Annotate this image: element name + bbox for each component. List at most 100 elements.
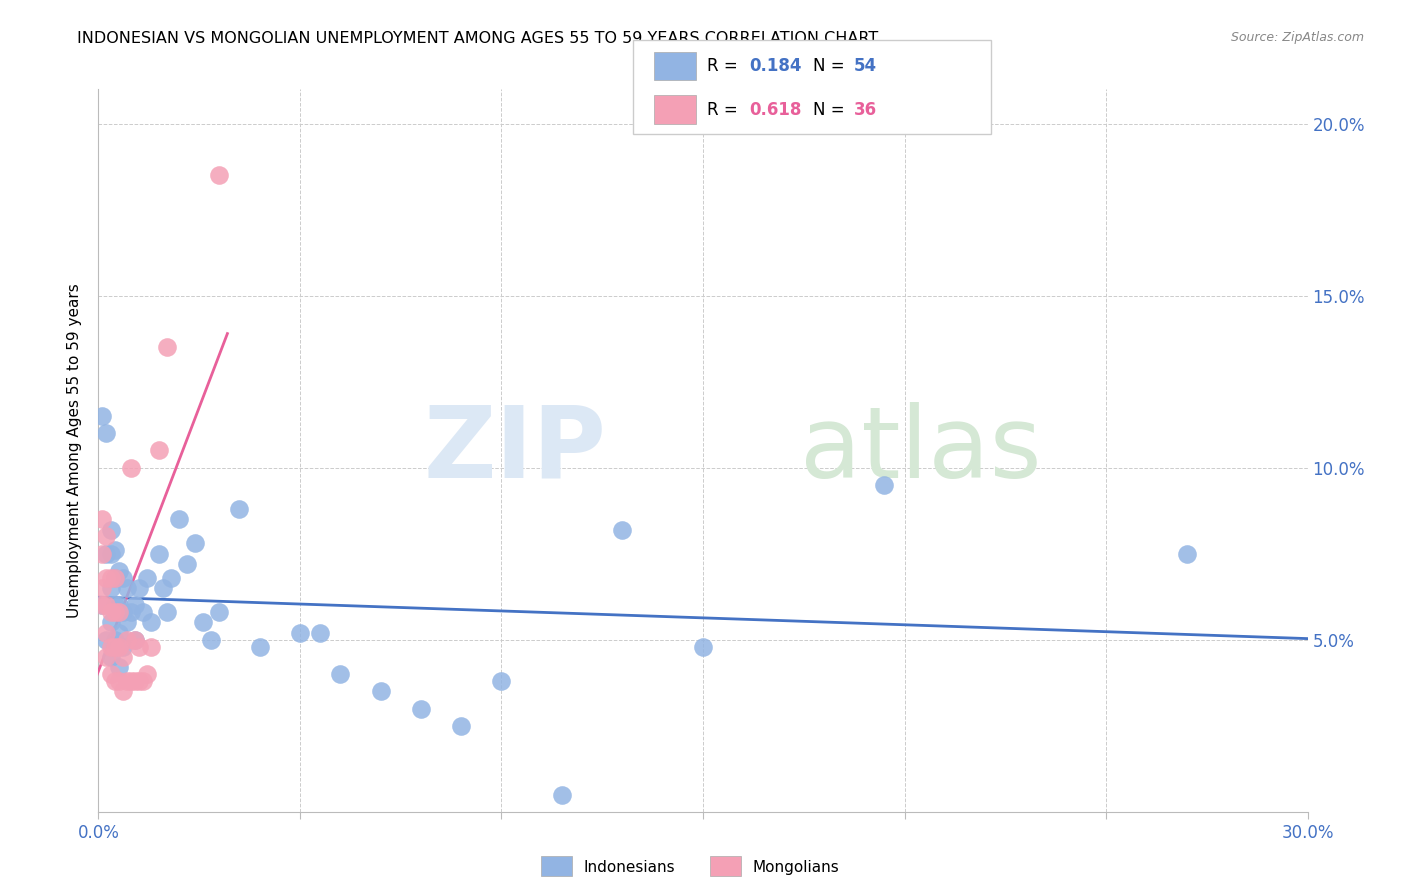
Point <box>100 667 122 681</box>
Y-axis label: Unemployment Among Ages 55 to 59 years: Unemployment Among Ages 55 to 59 years <box>67 283 83 618</box>
Point <box>128 581 150 595</box>
Point <box>450 719 472 733</box>
Point <box>100 640 122 654</box>
Text: R =: R = <box>707 101 744 119</box>
Point <box>107 605 129 619</box>
Point <box>124 673 146 688</box>
Point <box>111 684 134 698</box>
Text: 0.184: 0.184 <box>749 57 801 75</box>
Text: INDONESIAN VS MONGOLIAN UNEMPLOYMENT AMONG AGES 55 TO 59 YEARS CORRELATION CHART: INDONESIAN VS MONGOLIAN UNEMPLOYMENT AMO… <box>77 31 879 46</box>
Point <box>111 571 134 585</box>
Text: ZIP: ZIP <box>423 402 606 499</box>
Point <box>107 640 129 654</box>
Point <box>103 632 125 647</box>
Point <box>193 615 215 630</box>
Point <box>100 547 122 561</box>
Point <box>167 512 190 526</box>
Point <box>103 640 125 654</box>
Point <box>160 571 183 585</box>
Text: R =: R = <box>707 57 744 75</box>
Point <box>873 478 896 492</box>
Point <box>91 409 114 423</box>
Point <box>148 443 170 458</box>
Point <box>96 426 118 441</box>
Point <box>249 640 271 654</box>
Point <box>612 523 634 537</box>
Point <box>692 640 714 654</box>
Point <box>115 673 138 688</box>
Point <box>309 625 332 640</box>
Point <box>111 640 134 654</box>
Point <box>128 673 150 688</box>
Point <box>551 788 574 802</box>
Point <box>103 571 125 585</box>
Point <box>156 340 179 354</box>
Point <box>120 673 142 688</box>
Text: 36: 36 <box>853 101 876 119</box>
Point <box>91 581 114 595</box>
Point <box>124 632 146 647</box>
Point <box>156 605 179 619</box>
Point <box>1175 547 1198 561</box>
Point <box>103 599 125 613</box>
Point <box>96 547 118 561</box>
Point <box>409 701 432 715</box>
Point <box>100 649 122 664</box>
Point <box>100 523 122 537</box>
Text: 0.618: 0.618 <box>749 101 801 119</box>
Point <box>100 571 122 585</box>
Point <box>370 684 392 698</box>
Point <box>228 502 250 516</box>
Point <box>96 625 118 640</box>
Point <box>135 667 157 681</box>
Point <box>100 581 122 595</box>
Point <box>96 529 118 543</box>
Text: 54: 54 <box>853 57 876 75</box>
Point <box>111 649 134 664</box>
Point <box>107 625 129 640</box>
Point <box>103 571 125 585</box>
Point <box>120 460 142 475</box>
Point <box>103 543 125 558</box>
Point <box>208 605 231 619</box>
Point <box>135 571 157 585</box>
Point <box>91 512 114 526</box>
Point <box>107 673 129 688</box>
Point <box>128 640 150 654</box>
Text: Source: ZipAtlas.com: Source: ZipAtlas.com <box>1230 31 1364 45</box>
Point <box>96 599 118 613</box>
Text: atlas: atlas <box>800 402 1042 499</box>
Point <box>100 615 122 630</box>
Point <box>115 615 138 630</box>
Text: N =: N = <box>813 57 849 75</box>
Point <box>107 564 129 578</box>
Point <box>329 667 352 681</box>
Point <box>115 632 138 647</box>
Point <box>200 632 222 647</box>
Point <box>115 581 138 595</box>
Point <box>132 673 155 688</box>
Point <box>91 599 114 613</box>
Point <box>103 605 125 619</box>
Point <box>107 599 129 613</box>
Point <box>184 536 207 550</box>
Text: Indonesians: Indonesians <box>583 860 675 874</box>
Point <box>100 605 122 619</box>
Point <box>96 632 118 647</box>
Point <box>288 625 311 640</box>
Point <box>152 581 174 595</box>
Point <box>91 547 114 561</box>
Point <box>103 673 125 688</box>
Point <box>120 605 142 619</box>
Point <box>139 615 162 630</box>
Point <box>96 571 118 585</box>
Point <box>132 605 155 619</box>
Text: N =: N = <box>813 101 849 119</box>
Point <box>491 673 513 688</box>
Point <box>139 640 162 654</box>
Point <box>96 649 118 664</box>
Point <box>124 632 146 647</box>
Point <box>208 168 231 182</box>
Point <box>91 599 114 613</box>
Point <box>176 557 198 571</box>
